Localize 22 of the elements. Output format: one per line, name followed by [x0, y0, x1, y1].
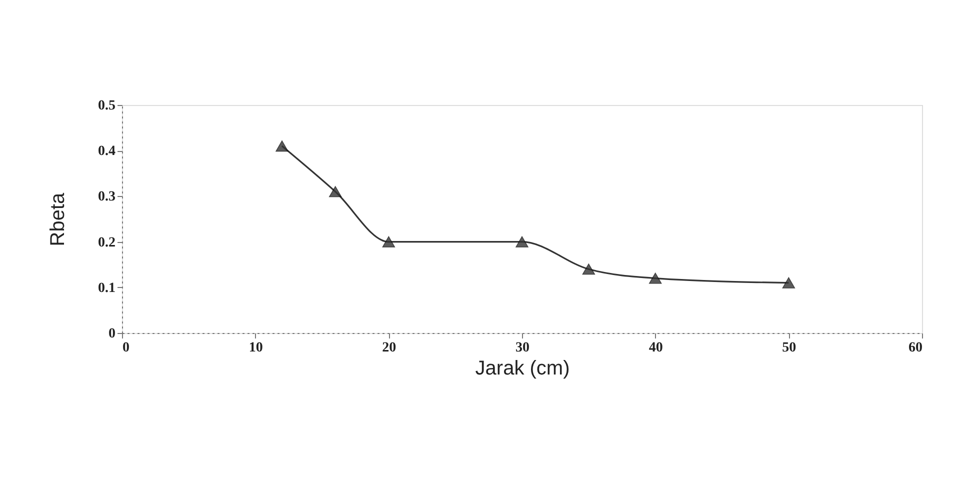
point	[276, 140, 288, 152]
x-tick-label: 0	[122, 340, 130, 356]
x-tick-label: 60	[908, 340, 922, 356]
point	[649, 272, 662, 284]
x-tick-label: 30	[516, 340, 530, 356]
x-axis-title: Jarak (cm)	[475, 358, 570, 380]
x-tick-label: 10	[248, 340, 263, 356]
y-tick-label: 0.2	[98, 235, 116, 250]
point	[582, 264, 595, 275]
y-tick-label: 0.5	[98, 98, 116, 114]
y-tick-label: 0.3	[98, 190, 116, 205]
y-tick-label: 0.1	[98, 280, 116, 296]
point	[516, 236, 528, 248]
x-tick-label: 40	[648, 340, 663, 356]
y-tick-label: 0	[108, 326, 116, 342]
point	[329, 186, 342, 198]
y-tick-label: 0.4	[98, 144, 116, 160]
x-tick-label: 50	[782, 340, 796, 356]
point	[782, 277, 795, 288]
point	[382, 236, 395, 248]
x-tick-label: 20	[382, 340, 396, 356]
y-axis-title: Rbeta	[47, 192, 69, 246]
